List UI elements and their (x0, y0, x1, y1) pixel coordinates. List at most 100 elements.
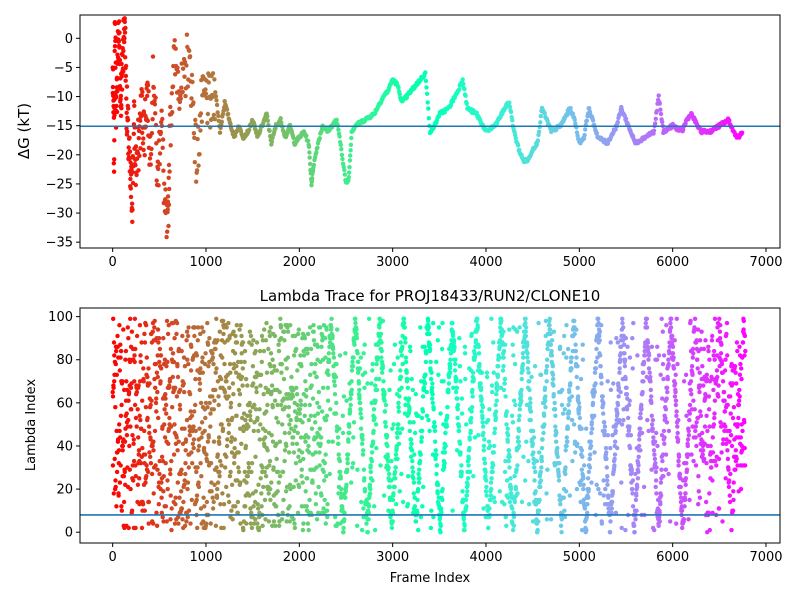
lambda-point (114, 372, 120, 377)
lambda-point (539, 458, 544, 464)
lambda-point (577, 415, 583, 421)
lambda-point (276, 348, 282, 354)
lambda-point (615, 445, 620, 451)
lambda-point (473, 338, 479, 343)
lambda-point (247, 400, 252, 406)
lambda-point (549, 353, 555, 358)
lambda-point (428, 376, 434, 382)
lambda-point (193, 428, 198, 434)
delta-g-point (167, 169, 172, 174)
lambda-point (224, 454, 229, 459)
lambda-point (350, 465, 355, 470)
lambda-point (327, 359, 332, 365)
lambda-point (702, 424, 708, 429)
lambda-point (742, 463, 748, 468)
lambda-point (110, 463, 116, 468)
lambda-point (321, 385, 326, 390)
lambda-point (118, 413, 124, 418)
lambda-point (343, 489, 348, 494)
lambda-point (690, 355, 695, 360)
lambda-point (307, 402, 312, 408)
lambda-point (160, 514, 165, 520)
lambda-point (361, 448, 366, 453)
lambda-point (224, 325, 229, 330)
lambda-point (146, 521, 151, 526)
lambda-point (159, 454, 165, 459)
lambda-point (703, 499, 709, 505)
lambda-point (564, 443, 569, 449)
delta-g-point (346, 175, 351, 180)
lambda-point (236, 450, 241, 455)
lambda-point (589, 430, 594, 436)
lambda-point (298, 398, 303, 403)
lambda-point (544, 379, 549, 384)
lambda-point (716, 394, 721, 399)
lambda-point (294, 346, 299, 352)
lambda-point (185, 357, 190, 362)
delta-g-point (173, 72, 178, 77)
lambda-point (479, 396, 484, 401)
lambda-point (625, 344, 630, 349)
lambda-point (703, 394, 708, 399)
lambda-point (568, 359, 574, 365)
lambda-point (231, 392, 236, 397)
lambda-point (435, 491, 440, 496)
lambda-point (168, 471, 173, 477)
lambda-point (569, 417, 575, 423)
lambda-point (337, 353, 343, 358)
lambda-point (440, 320, 445, 326)
lambda-point (247, 329, 253, 334)
lambda-point (622, 351, 627, 356)
delta-g-point (590, 118, 596, 123)
lambda-point (633, 517, 638, 522)
delta-g-point (154, 141, 159, 146)
lambda-point (194, 469, 199, 475)
lambda-point (311, 338, 317, 343)
lambda-point (589, 480, 594, 485)
lambda-point (707, 424, 712, 429)
lambda-point (696, 502, 701, 507)
lambda-point (697, 338, 703, 343)
delta-g-point (307, 155, 312, 160)
delta-g-point (542, 111, 547, 116)
lambda-point (257, 407, 262, 412)
lambda-point (360, 437, 365, 442)
lambda-point (138, 353, 143, 358)
lambda-point (512, 398, 517, 403)
lambda-point (657, 519, 662, 524)
lambda-point (576, 400, 582, 406)
delta-g-point (117, 30, 122, 35)
lambda-point (238, 323, 243, 328)
lambda-point (383, 402, 389, 408)
lambda-point (239, 333, 244, 339)
lambda-point (240, 366, 245, 371)
delta-g-point (348, 148, 353, 153)
lambda-point (179, 348, 184, 354)
lambda-point (416, 480, 422, 485)
lambda-point (632, 523, 637, 528)
delta-g-point (117, 19, 122, 24)
delta-g-point (146, 89, 151, 94)
lambda-point (282, 448, 288, 453)
lambda-point (503, 394, 508, 399)
lambda-point (479, 409, 484, 414)
lambda-point (640, 389, 645, 395)
lambda-point (491, 495, 497, 500)
lambda-point (197, 381, 203, 386)
lambda-point (432, 420, 437, 425)
lambda-point (155, 374, 160, 380)
lambda-point (134, 389, 140, 395)
delta-g-point (127, 156, 132, 162)
lambda-point (222, 361, 227, 367)
lambda-point (140, 398, 145, 403)
lambda-point (313, 491, 318, 496)
lambda-point (555, 445, 560, 451)
lambda-point (659, 316, 664, 321)
lambda-point (294, 385, 299, 390)
lambda-point (256, 482, 261, 487)
lambda-point (389, 478, 394, 483)
lambda-point (310, 396, 316, 401)
lambda-point (193, 402, 198, 408)
lambda-x-tick-label: 0 (109, 550, 117, 565)
lambda-point (533, 469, 538, 475)
